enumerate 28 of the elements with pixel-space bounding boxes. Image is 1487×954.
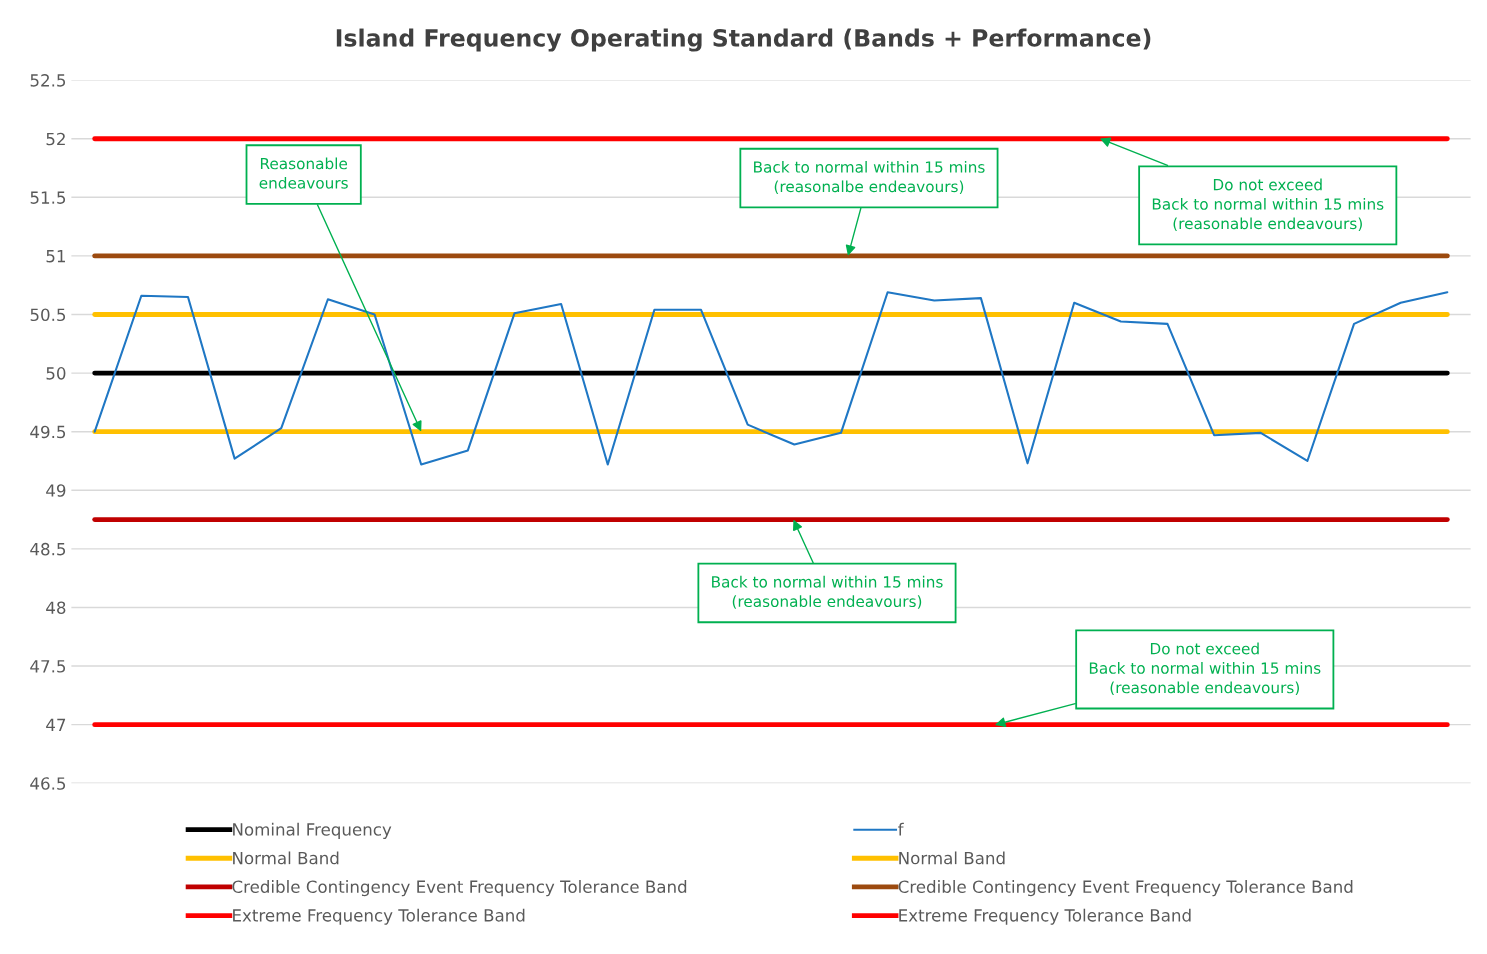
y-tick-label: 51.5: [30, 191, 66, 204]
legend-label: Normal Band: [899, 851, 1005, 865]
legend-label: Normal Band: [233, 851, 339, 865]
y-tick-label: 52.5: [30, 74, 66, 87]
y-tick-label: 50: [46, 367, 66, 380]
annotation: Reasonable endeavours: [259, 157, 348, 189]
y-tick-label: 50.5: [30, 308, 66, 322]
y-tick-label: 47: [46, 718, 66, 731]
legend-label: Nominal Frequency: [233, 822, 392, 839]
y-tick-label: 48: [46, 601, 66, 615]
y-tick-label: 52: [46, 132, 65, 146]
annotation: Do not exceed Back to normal within 15 mins (reasonable endeavours): [1152, 178, 1384, 232]
y-tick-label: 46.5: [30, 777, 66, 790]
legend-label: Credible Contingency Event Frequency Tolerance Band: [898, 880, 1353, 897]
legend-label: f: [898, 822, 904, 836]
annotation: Do not exceed Back to normal within 15 mins (reasonable endeavours): [1089, 642, 1321, 696]
y-tick-label: 49.5: [30, 425, 66, 439]
y-tick-label: 47.5: [30, 660, 66, 673]
line-series: [93, 291, 1449, 466]
legend-label: Credible Contingency Event Frequency Tolerance Band: [232, 880, 687, 897]
y-tick-label: 51: [46, 250, 65, 263]
chart-title: Island Frequency Operating Standard (Bands + Performance): [336, 28, 1151, 52]
legend-label: Extreme Frequency Tolerance Band: [233, 908, 525, 925]
annotation: Back to normal within 15 mins (reasonalbe endeavours): [754, 160, 985, 195]
y-tick-label: 48.5: [30, 542, 66, 556]
y-tick-label: 49: [46, 484, 66, 497]
annotation: Back to normal within 15 mins (reasonable endeavours): [712, 575, 943, 609]
legend-label: Extreme Frequency Tolerance Band: [899, 908, 1191, 925]
